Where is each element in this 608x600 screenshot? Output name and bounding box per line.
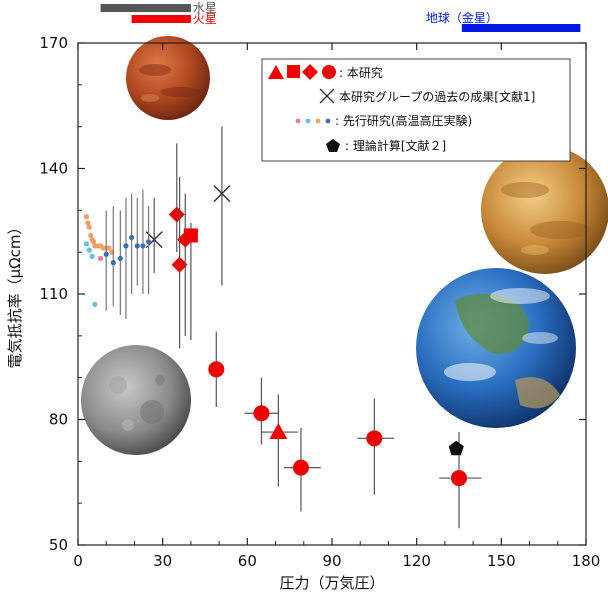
x-tick-label: 30 [153,552,172,570]
data-point-dot [90,239,97,245]
legend-marker-this-study [268,64,336,80]
mars-image [126,36,210,120]
pressure-range-bar [131,15,191,23]
pressure-range-label: 地球（金星） [426,10,498,25]
y-axis-title: 電気抵抗率（μΩcm） [6,220,24,369]
axis-ticks: 0 30 60 90 120 150 180 50 80 110 140 170 [39,34,600,570]
data-point-dot [117,255,123,262]
data-point-dot [103,251,109,257]
venus-image [481,146,608,274]
pressure-range-label: 水星 [193,1,217,15]
series-1 [145,126,231,286]
y-tick-label: 170 [39,34,68,52]
legend-label-prior-studies: : 先行研究(高温高圧実験) [335,113,472,128]
data-point-dot [134,243,140,249]
data-point-circle [292,459,309,476]
data-point-circle [208,361,225,378]
series-2 [83,189,152,320]
data-point-dot [88,232,94,239]
pressure-range-bar [461,24,581,32]
x-tick-label: 180 [572,552,601,570]
data-point-circle [366,430,383,447]
data-point-dot [86,224,92,230]
data-point-circle [253,405,270,422]
data-point-dot [89,253,95,259]
y-tick-label: 80 [49,411,68,429]
x-tick-label: 120 [402,552,431,570]
data-point-dot [145,239,152,245]
x-axis-title: 圧力（万気圧） [279,574,384,592]
data-point-diamond [168,206,185,223]
pressure-range-label: 火星 [193,12,217,26]
series-0 [168,143,482,529]
x-tick-label: 90 [322,552,341,570]
data-point-diamond [171,256,188,273]
legend-label-theory: : 理論計算[文献２] [345,138,446,153]
y-tick-label: 110 [39,285,68,303]
data-point-pentagon [448,440,464,456]
series-3 [448,440,464,456]
y-tick-label: 50 [49,536,68,554]
data-point-dot [106,245,112,251]
data-point-dot [123,243,129,249]
x-tick-label: 0 [73,552,83,570]
earth-image [416,268,576,428]
data-point-dot [83,241,90,247]
data-point-triangle [269,423,288,440]
data-points [83,126,482,529]
data-point-square [183,228,198,243]
y-tick-label: 140 [39,160,68,178]
legend-label-previous-work: 本研究グループの過去の成果[文献1] [339,89,535,104]
legend-label-this-study: : 本研究 [339,65,383,80]
x-tick-label: 150 [487,552,516,570]
data-point-dot [129,234,135,241]
x-tick-label: 60 [238,552,257,570]
data-point-dot [97,255,104,262]
data-point-dot [86,247,92,253]
data-point-dot [140,243,146,249]
data-point-cross [213,185,231,203]
data-point-dot [92,301,98,308]
mercury-image [81,345,191,455]
data-point-circle [451,470,467,487]
data-point-dot [85,220,91,226]
data-point-dot [83,214,90,220]
legend-marker-dots [295,118,331,124]
pressure-range-bar [100,4,191,12]
legend: : 本研究 本研究グループの過去の成果[文献1] : 先行研究(高温高圧実験) … [261,58,571,162]
data-point-dot [110,260,116,266]
legend-marker-cross [319,88,335,104]
legend-marker-pentagon [326,139,340,152]
